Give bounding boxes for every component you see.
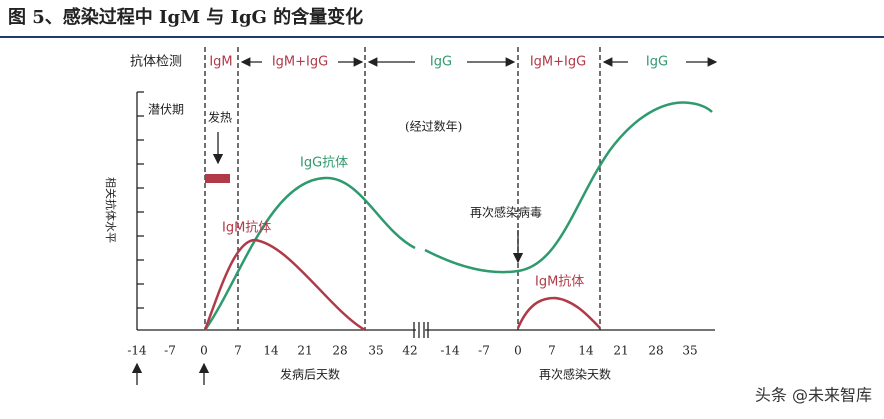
- x-tick-label: 21: [297, 344, 312, 358]
- igg-curve-2: [424, 101, 713, 274]
- x-tick-label: 28: [332, 344, 347, 358]
- watermark: 头条 @未来智库: [755, 386, 872, 405]
- x-tick-label: -7: [164, 344, 176, 358]
- x-tick-label: 7: [234, 344, 242, 358]
- x-tick-label: -7: [478, 344, 490, 358]
- title: 图 5、感染过程中 IgM 与 IgG 的含量变化: [8, 6, 363, 28]
- x-ticks-2: -14 -7 0 7 14 21 28 35: [440, 344, 697, 358]
- x-tick-label: 7: [548, 344, 556, 358]
- igg-curve: [203, 176, 416, 331]
- annotation: 再次感染病毒: [470, 205, 542, 220]
- header: 抗体检测 IgM IgM+IgG IgG IgM+IgG IgG: [130, 55, 718, 70]
- marker-arrows: [131, 132, 524, 385]
- x-axis-label: 再次感染天数: [539, 367, 611, 382]
- x-axis-label: 发病后天数: [280, 367, 340, 382]
- annotation: 潜伏期: [148, 103, 184, 117]
- fever-bar: [205, 174, 230, 183]
- phase: IgM+IgG: [530, 55, 586, 70]
- phase: IgM: [209, 55, 232, 70]
- x-tick-label: 35: [368, 344, 383, 358]
- annotation: 发热: [208, 110, 232, 125]
- phase: IgM+IgG: [272, 55, 328, 70]
- igm-curve-2: [516, 296, 601, 329]
- header-label: 抗体检测: [130, 55, 182, 70]
- x-tick-label: 0: [514, 344, 522, 358]
- x-tick-label: -14: [127, 344, 147, 358]
- y-axis-label: 相关抗体水平: [104, 177, 118, 243]
- axes: [136, 91, 715, 338]
- annotation: (经过数年): [405, 119, 462, 134]
- x-tick-label: 14: [578, 344, 594, 358]
- igm-curve: [203, 238, 366, 332]
- x-tick-label: 42: [402, 344, 417, 358]
- phase: IgG: [430, 55, 452, 70]
- x-tick-label: 21: [613, 344, 628, 358]
- annotation: IgG抗体: [300, 156, 348, 171]
- x-ticks-1: -14 -7 0 7 14 21 28 35 42: [127, 344, 417, 358]
- x-tick-label: 35: [682, 344, 697, 358]
- x-tick-label: 0: [200, 344, 208, 358]
- annotation: IgM抗体: [222, 221, 271, 236]
- x-tick-label: 14: [263, 344, 279, 358]
- phase: IgG: [646, 55, 668, 70]
- annotation: IgM抗体: [535, 275, 584, 290]
- x-tick-label: 28: [648, 344, 663, 358]
- phase-dividers: [204, 47, 601, 330]
- x-tick-label: -14: [440, 344, 460, 358]
